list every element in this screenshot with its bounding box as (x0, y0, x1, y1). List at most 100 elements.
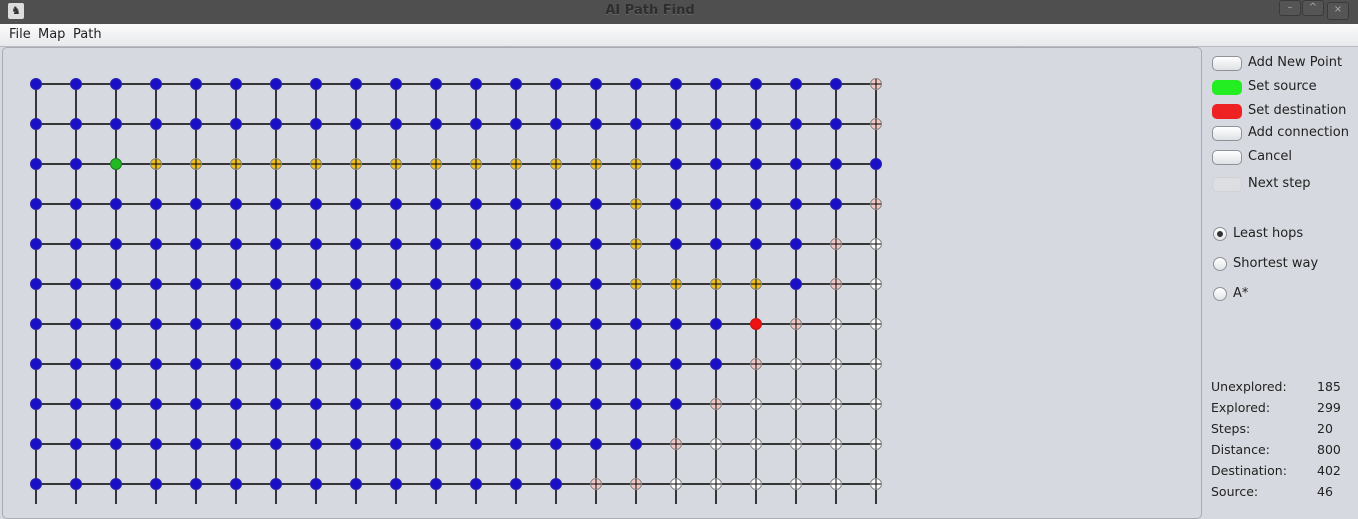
node-explored[interactable] (310, 398, 322, 410)
node-explored[interactable] (510, 198, 522, 210)
maximize-button[interactable]: ^ (1302, 0, 1324, 16)
node-explored[interactable] (70, 358, 82, 370)
node-explored[interactable] (350, 118, 362, 130)
node-explored[interactable] (470, 318, 482, 330)
node-explored[interactable] (110, 238, 122, 250)
node-explored[interactable] (230, 198, 242, 210)
node-explored[interactable] (750, 238, 762, 250)
node-destination[interactable] (750, 318, 762, 330)
node-explored[interactable] (310, 78, 322, 90)
node-explored[interactable] (110, 318, 122, 330)
node-explored[interactable] (70, 278, 82, 290)
node-explored[interactable] (310, 318, 322, 330)
node-explored[interactable] (590, 118, 602, 130)
node-explored[interactable] (710, 158, 722, 170)
node-explored[interactable] (70, 318, 82, 330)
node-explored[interactable] (230, 478, 242, 490)
node-explored[interactable] (670, 118, 682, 130)
node-explored[interactable] (430, 438, 442, 450)
node-explored[interactable] (70, 118, 82, 130)
node-explored[interactable] (390, 318, 402, 330)
node-explored[interactable] (470, 438, 482, 450)
node-explored[interactable] (510, 438, 522, 450)
node-source[interactable] (110, 158, 122, 170)
node-explored[interactable] (510, 358, 522, 370)
node-explored[interactable] (230, 238, 242, 250)
node-explored[interactable] (390, 198, 402, 210)
node-explored[interactable] (30, 278, 42, 290)
node-explored[interactable] (110, 198, 122, 210)
node-explored[interactable] (350, 198, 362, 210)
node-explored[interactable] (70, 198, 82, 210)
node-explored[interactable] (390, 398, 402, 410)
node-explored[interactable] (70, 78, 82, 90)
node-explored[interactable] (390, 438, 402, 450)
node-explored[interactable] (150, 78, 162, 90)
node-explored[interactable] (150, 238, 162, 250)
node-explored[interactable] (550, 238, 562, 250)
node-explored[interactable] (550, 478, 562, 490)
map-canvas[interactable] (2, 47, 1202, 519)
node-explored[interactable] (710, 78, 722, 90)
node-explored[interactable] (790, 278, 802, 290)
menu-path[interactable]: Path (73, 27, 102, 42)
node-explored[interactable] (710, 198, 722, 210)
node-explored[interactable] (430, 318, 442, 330)
node-explored[interactable] (390, 118, 402, 130)
node-explored[interactable] (30, 398, 42, 410)
node-explored[interactable] (30, 198, 42, 210)
node-explored[interactable] (70, 478, 82, 490)
node-explored[interactable] (670, 158, 682, 170)
node-explored[interactable] (270, 478, 282, 490)
node-explored[interactable] (230, 78, 242, 90)
node-explored[interactable] (190, 318, 202, 330)
next-step-button[interactable] (1212, 177, 1242, 192)
node-explored[interactable] (430, 478, 442, 490)
node-explored[interactable] (350, 78, 362, 90)
node-explored[interactable] (150, 398, 162, 410)
node-explored[interactable] (510, 398, 522, 410)
node-explored[interactable] (630, 358, 642, 370)
node-explored[interactable] (190, 478, 202, 490)
node-explored[interactable] (830, 78, 842, 90)
node-explored[interactable] (630, 118, 642, 130)
node-explored[interactable] (110, 398, 122, 410)
node-explored[interactable] (350, 238, 362, 250)
node-explored[interactable] (230, 398, 242, 410)
node-explored[interactable] (670, 198, 682, 210)
node-explored[interactable] (470, 238, 482, 250)
node-explored[interactable] (310, 198, 322, 210)
node-explored[interactable] (350, 398, 362, 410)
node-explored[interactable] (350, 438, 362, 450)
node-explored[interactable] (630, 438, 642, 450)
label-a-star[interactable]: A* (1233, 286, 1249, 301)
node-explored[interactable] (230, 438, 242, 450)
node-explored[interactable] (110, 438, 122, 450)
node-explored[interactable] (310, 118, 322, 130)
node-explored[interactable] (190, 78, 202, 90)
node-explored[interactable] (30, 438, 42, 450)
minimize-button[interactable]: – (1279, 0, 1301, 16)
node-explored[interactable] (590, 78, 602, 90)
node-explored[interactable] (510, 118, 522, 130)
node-explored[interactable] (590, 358, 602, 370)
node-explored[interactable] (350, 478, 362, 490)
node-explored[interactable] (750, 78, 762, 90)
node-explored[interactable] (430, 198, 442, 210)
node-explored[interactable] (470, 278, 482, 290)
node-explored[interactable] (590, 318, 602, 330)
node-explored[interactable] (190, 278, 202, 290)
node-explored[interactable] (390, 78, 402, 90)
node-explored[interactable] (670, 358, 682, 370)
label-least-hops[interactable]: Least hops (1233, 226, 1304, 241)
node-explored[interactable] (470, 78, 482, 90)
node-explored[interactable] (230, 118, 242, 130)
radio-a-star[interactable] (1213, 287, 1227, 301)
node-explored[interactable] (550, 318, 562, 330)
node-explored[interactable] (790, 158, 802, 170)
node-explored[interactable] (190, 118, 202, 130)
node-explored[interactable] (390, 238, 402, 250)
label-shortest-way[interactable]: Shortest way (1233, 256, 1319, 271)
node-explored[interactable] (230, 318, 242, 330)
close-button[interactable]: × (1327, 2, 1349, 20)
